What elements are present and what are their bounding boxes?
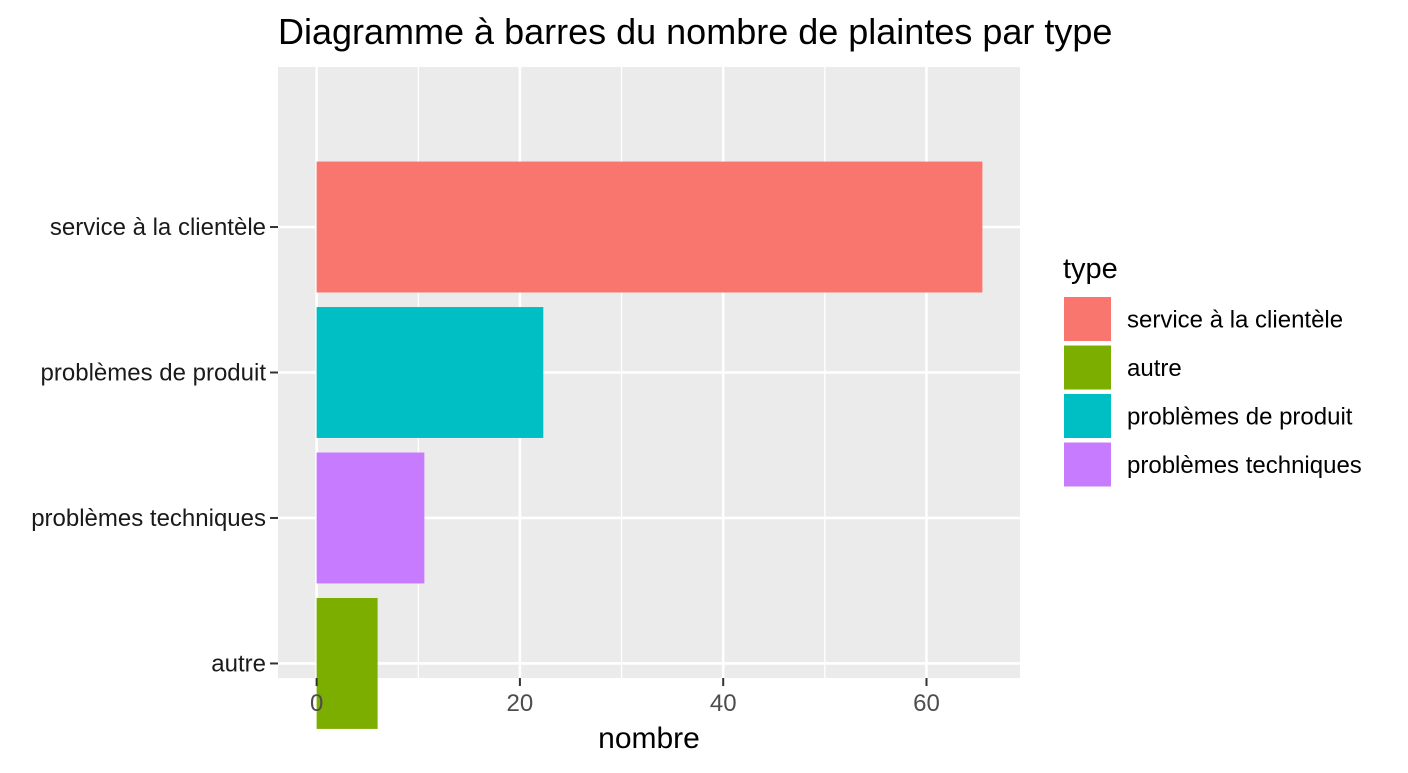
legend-key-2 bbox=[1064, 345, 1111, 390]
x-axis-label: nombre bbox=[598, 722, 700, 755]
bar-4 bbox=[316, 597, 378, 729]
x-tick-label: 40 bbox=[710, 690, 737, 717]
legend-title: type bbox=[1063, 253, 1118, 285]
bar-3 bbox=[316, 452, 425, 584]
bars-group bbox=[316, 161, 983, 729]
legend-label: problèmes techniques bbox=[1127, 452, 1362, 479]
x-tick-label: 60 bbox=[913, 690, 940, 717]
y-tick-label: autre bbox=[211, 650, 266, 677]
legend-label: service à la clientèle bbox=[1127, 307, 1343, 334]
bar-2 bbox=[316, 307, 544, 438]
legend-key-4 bbox=[1064, 442, 1111, 487]
x-axis: 0 20 40 60 bbox=[310, 678, 940, 717]
y-tick-label: service à la clientèle bbox=[50, 214, 266, 241]
legend-label: problèmes de produit bbox=[1127, 404, 1353, 431]
chart-title: Diagramme à barres du nombre de plaintes… bbox=[278, 11, 1112, 52]
x-tick-label: 20 bbox=[507, 690, 534, 717]
legend: type service à la clientèle autre problème… bbox=[1063, 253, 1362, 487]
x-tick-label: 0 bbox=[310, 690, 323, 717]
legend-key-3 bbox=[1064, 394, 1111, 438]
legend-label: autre bbox=[1127, 355, 1182, 382]
y-axis: service à la clientèle problèmes de produ… bbox=[31, 214, 278, 677]
y-tick-label: problèmes de produit bbox=[41, 360, 267, 387]
bar-1 bbox=[316, 161, 983, 293]
legend-items: service à la clientèle autre problèmes de … bbox=[1064, 297, 1362, 487]
y-tick-label: problèmes techniques bbox=[31, 505, 266, 532]
legend-key-1 bbox=[1064, 297, 1111, 341]
